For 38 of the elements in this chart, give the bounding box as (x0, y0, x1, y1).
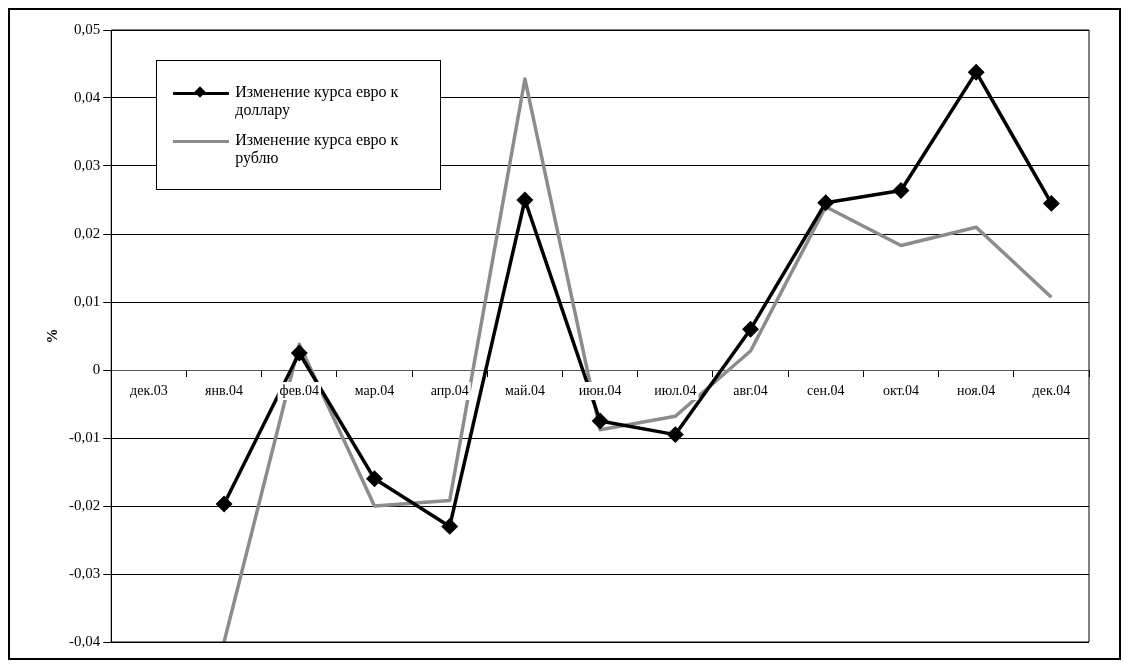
x-tick-label: фев.04 (279, 382, 319, 398)
y-axis-title: % (43, 328, 60, 344)
point (441, 518, 458, 535)
point (291, 345, 308, 361)
point (366, 471, 383, 487)
y-tick-label: 0,01 (74, 292, 101, 309)
legend-label: Изменение курса евро к доллару (235, 83, 400, 119)
x-tick-label: окт.04 (882, 382, 920, 398)
x-tick-label: дек.03 (130, 382, 168, 398)
x-tick-label: май.04 (504, 382, 545, 398)
point (592, 413, 608, 429)
x-tick-label: июн.04 (578, 382, 622, 398)
point (818, 194, 834, 211)
point (742, 321, 759, 337)
y-tick-label: -0,02 (69, 496, 101, 513)
y-tick-label: -0,03 (69, 564, 101, 581)
y-tick-label: 0,04 (74, 88, 101, 105)
y-tick-label: 0 (92, 360, 101, 377)
y-tick-label: 0,02 (74, 224, 101, 241)
legend-label: Изменение курса евро к рублю (235, 131, 400, 167)
x-tick-label: авг.04 (733, 382, 768, 398)
point (893, 182, 909, 199)
point (667, 426, 684, 443)
y-tick-label: 0,03 (74, 156, 101, 173)
point (216, 496, 232, 512)
x-tick-label: сен.04 (806, 382, 845, 398)
point (968, 64, 984, 80)
x-tick-label: янв.04 (205, 382, 244, 398)
x-tick-label: апр.04 (430, 382, 469, 398)
x-tick-label: мар.04 (354, 382, 395, 398)
x-tick-label: июл.04 (654, 382, 697, 398)
x-tick-label: дек.04 (1032, 382, 1071, 398)
point (517, 192, 533, 208)
y-tick-label: -0,01 (69, 428, 101, 445)
x-tick-label: ноя.04 (957, 382, 996, 398)
y-tick-label: 0,05 (74, 20, 101, 37)
point (1043, 195, 1060, 212)
y-tick-label: -0,04 (69, 632, 101, 649)
